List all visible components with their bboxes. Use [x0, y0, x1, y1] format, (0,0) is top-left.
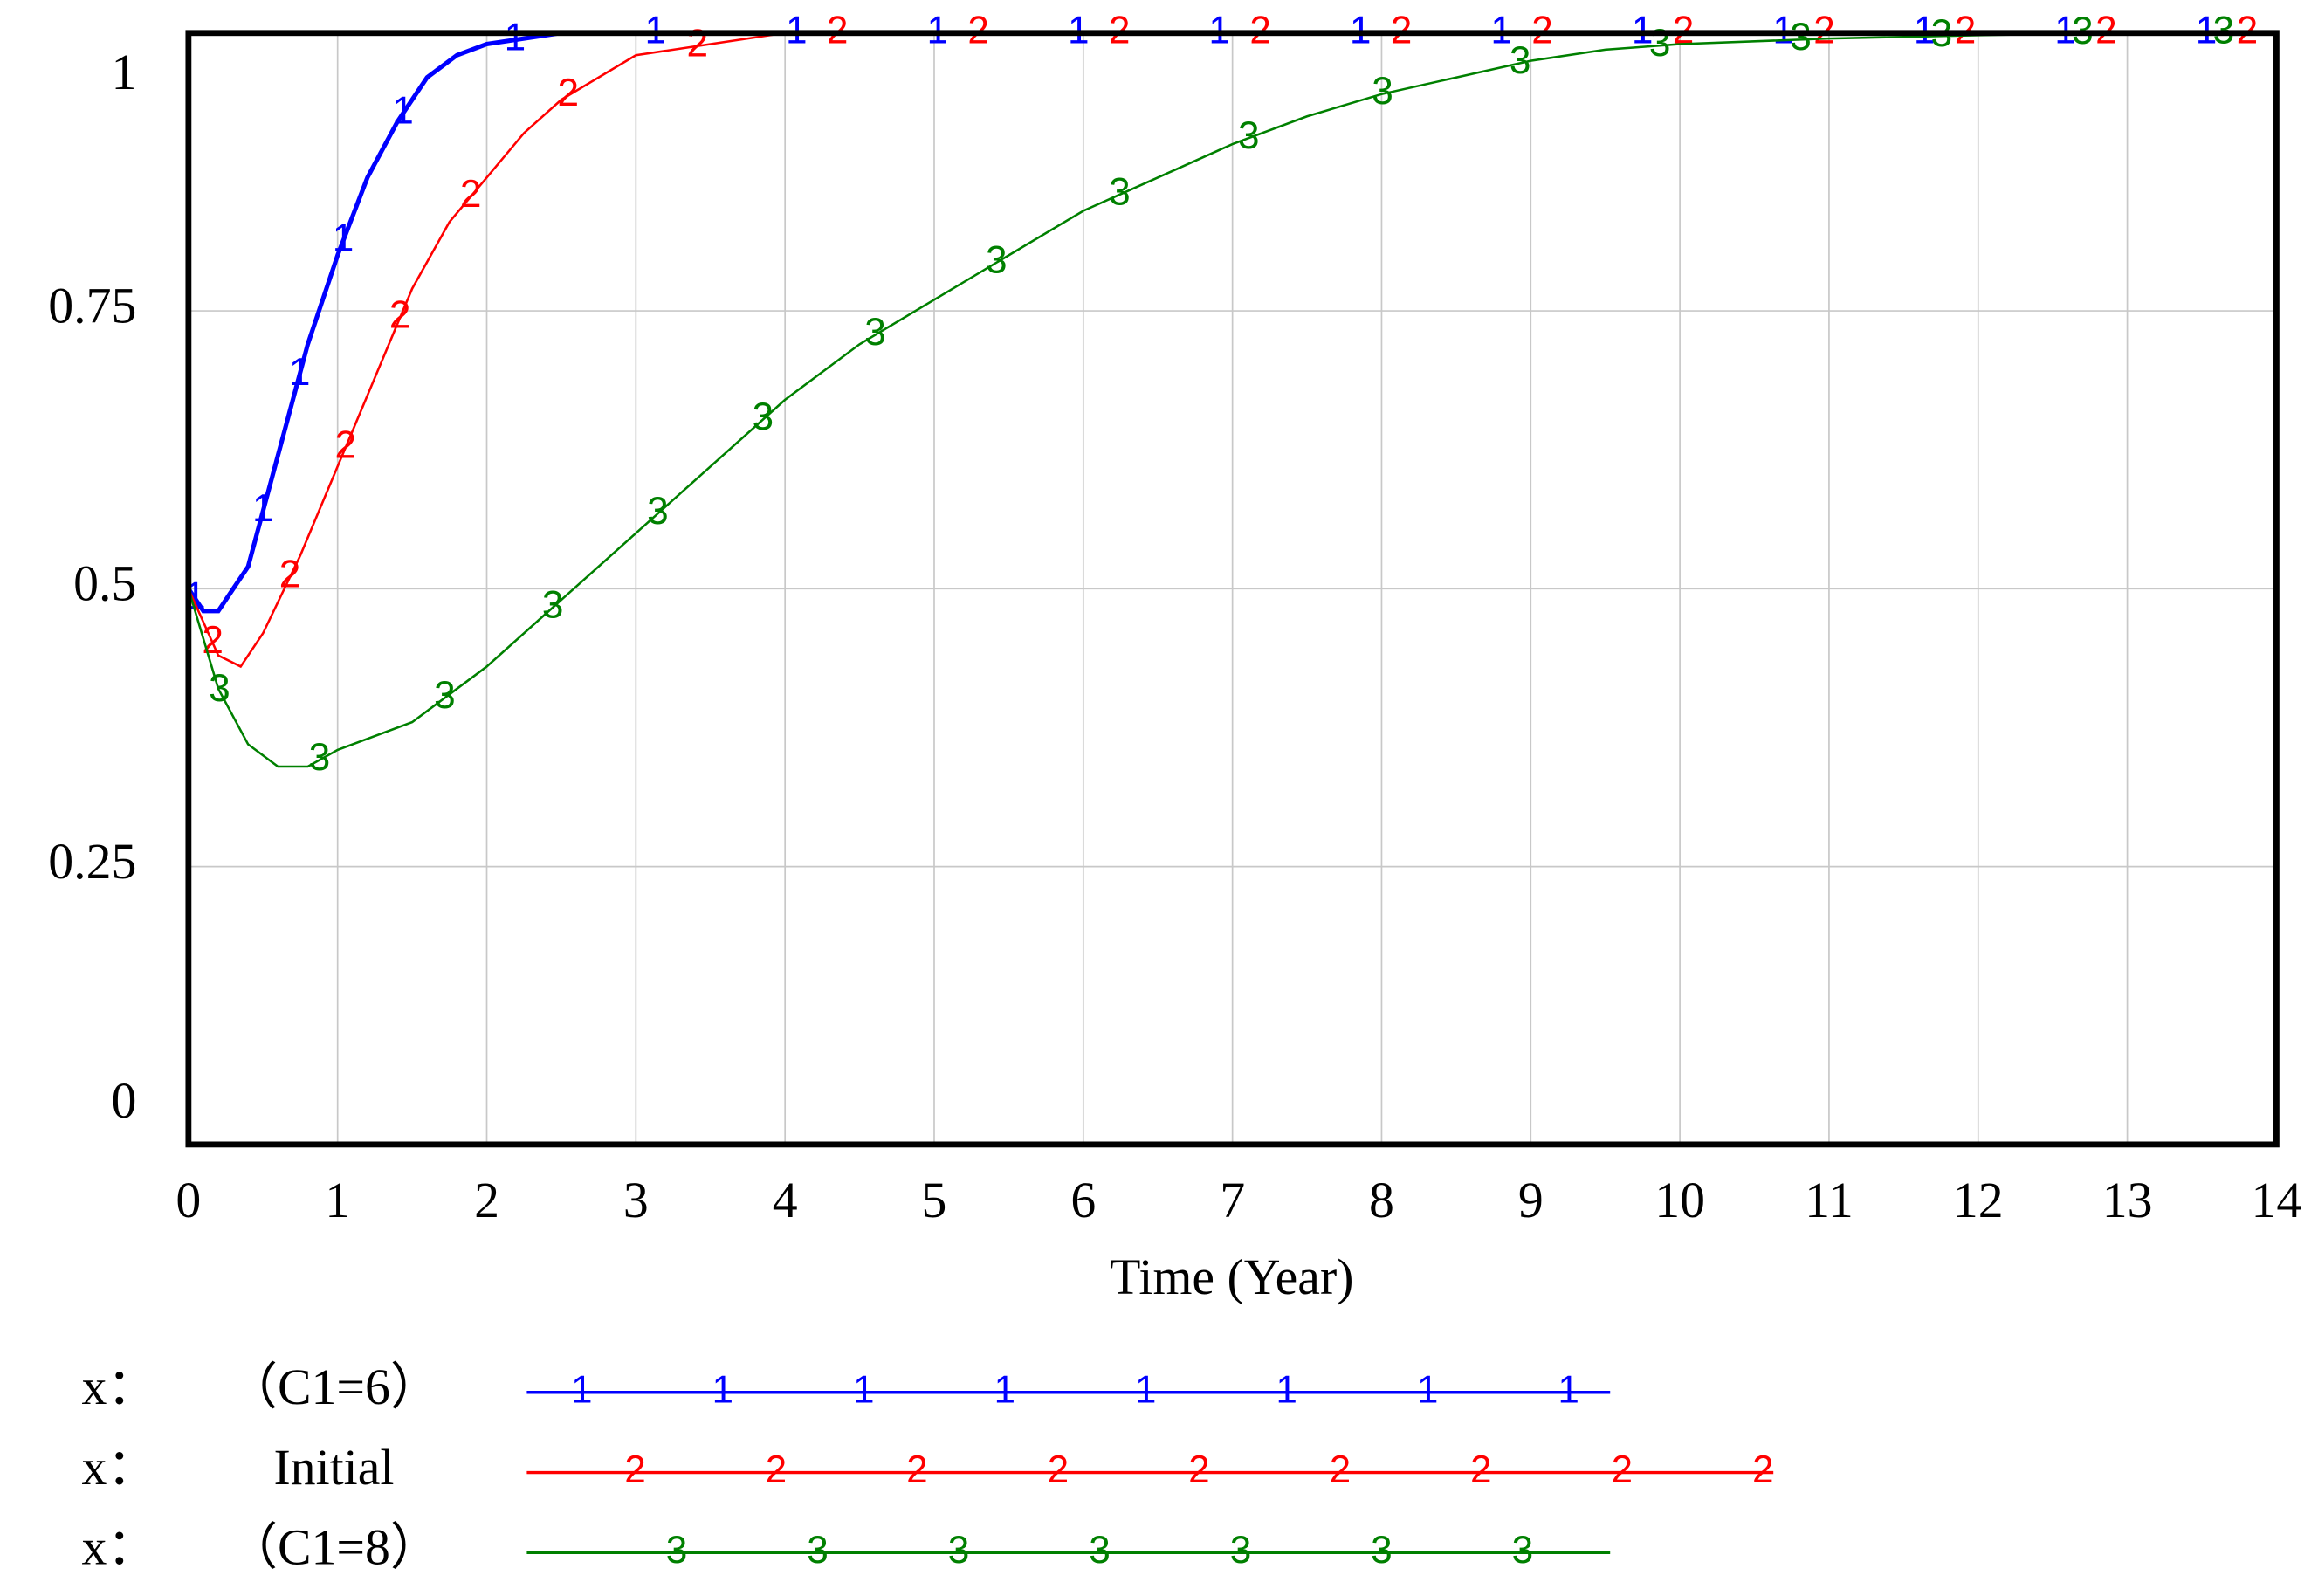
series-marker: 2: [279, 554, 301, 596]
x-tick-label: 10: [1654, 1173, 1705, 1228]
legend-marker: 1: [1558, 1368, 1579, 1411]
series-marker: 3: [434, 674, 456, 717]
legend-marker: 1: [1276, 1368, 1297, 1411]
y-tick-label: 1: [111, 45, 136, 100]
series-marker: 1: [392, 90, 414, 133]
series-marker: 2: [202, 619, 224, 662]
x-tick-label: 7: [1220, 1173, 1245, 1228]
series-line: [186, 31, 2277, 614]
legend-marker: 2: [1752, 1448, 1774, 1491]
legend-marker: 3: [1089, 1529, 1111, 1572]
series-marker: 3: [647, 490, 669, 533]
legend-marker: 1: [571, 1368, 593, 1411]
legend-marker: 2: [766, 1448, 788, 1491]
x-tick-label: 8: [1369, 1173, 1394, 1228]
legend-marker: 3: [807, 1529, 829, 1572]
series-marker: 3: [1109, 171, 1131, 214]
legend-label: （C1=8）: [227, 1520, 440, 1576]
series-marker: 1: [333, 217, 354, 259]
legend-marker: 1: [1417, 1368, 1439, 1411]
series-marker: 1: [252, 487, 274, 530]
x-tick-label: 0: [175, 1173, 201, 1228]
legend-marker: 2: [1470, 1448, 1492, 1491]
series-marker: 3: [1238, 114, 1260, 157]
legend-label: Initial: [273, 1440, 394, 1496]
x-tick-label: 9: [1518, 1173, 1544, 1228]
series-marker: 1: [505, 16, 526, 58]
x-tick-label: 12: [1953, 1173, 2004, 1228]
legend-marker: 3: [1371, 1529, 1393, 1572]
legend-marker: 1: [1135, 1368, 1157, 1411]
legend-marker: 1: [712, 1368, 733, 1411]
x-tick-label: 5: [922, 1173, 947, 1228]
y-tick-label: 0.5: [73, 556, 136, 612]
legend-prefix: x：: [81, 1520, 157, 1576]
legend-marker: 2: [1612, 1448, 1634, 1491]
legend-marker: 2: [624, 1448, 646, 1491]
legend-marker: 3: [1512, 1529, 1534, 1572]
legend-marker: 3: [1230, 1529, 1252, 1572]
series-marker: 3: [753, 396, 774, 438]
legend-marker: 2: [906, 1448, 928, 1491]
series-marker: 3: [1790, 16, 1812, 58]
series-marker: 3: [309, 736, 331, 779]
x-tick-label: 2: [474, 1173, 499, 1228]
series-line: [187, 31, 2277, 768]
series-marker: 2: [687, 22, 709, 65]
legend-label: （C1=6）: [227, 1359, 440, 1415]
legend-prefix: x：: [81, 1440, 157, 1496]
legend-marker: 1: [853, 1368, 875, 1411]
legend-marker: 2: [1330, 1448, 1352, 1491]
legend-marker: 3: [948, 1529, 970, 1572]
series-marker: 1: [289, 351, 311, 394]
x-tick-label: 13: [2102, 1173, 2153, 1228]
y-tick-label: 0.75: [48, 278, 136, 334]
series-marker: 3: [209, 667, 230, 710]
series-marker: 3: [1649, 22, 1671, 65]
series-marker: 3: [864, 311, 886, 354]
y-tick-label: 0.25: [48, 834, 136, 890]
x-tick-label: 1: [325, 1173, 350, 1228]
x-tick-label: 6: [1070, 1173, 1096, 1228]
legend-marker: 2: [1188, 1448, 1210, 1491]
x-tick-label: 4: [773, 1173, 798, 1228]
series-marker: 3: [542, 584, 564, 627]
y-tick-label: 0: [111, 1073, 136, 1129]
series-marker: 2: [460, 173, 482, 216]
series-marker: 3: [986, 238, 1008, 281]
x-axis-label: Time (Year): [1110, 1249, 1353, 1305]
legend-marker: 2: [1048, 1448, 1070, 1491]
series-line: [187, 31, 2277, 669]
series-marker: 2: [558, 72, 580, 114]
legend-marker: 3: [666, 1529, 688, 1572]
plot-frame: [185, 30, 2280, 1148]
series-marker: 2: [334, 423, 356, 466]
series-marker: 3: [1372, 70, 1393, 113]
x-tick-label: 11: [1805, 1173, 1854, 1228]
legend-prefix: x：: [81, 1359, 157, 1415]
x-tick-label: 14: [2252, 1173, 2302, 1228]
legend-marker: 1: [994, 1368, 1015, 1411]
series-marker: 2: [389, 293, 411, 336]
x-tick-label: 3: [623, 1173, 649, 1228]
series-marker: 3: [1510, 39, 1531, 82]
